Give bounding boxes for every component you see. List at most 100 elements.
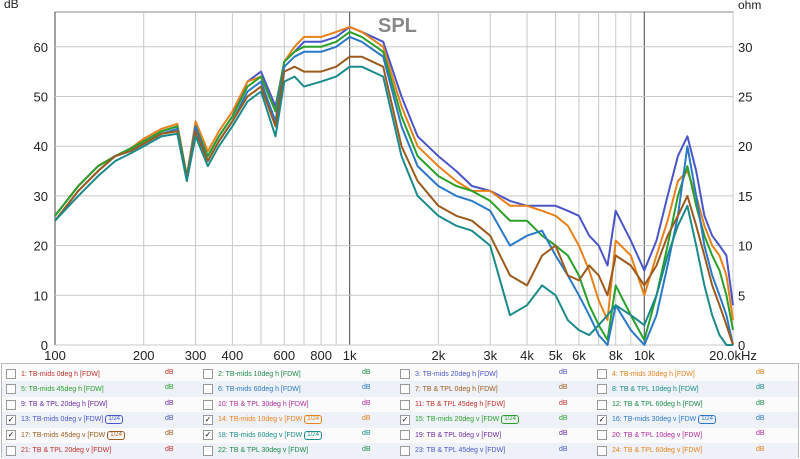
smoothing-badge[interactable]: 1/24 [501,415,519,425]
legend-item[interactable]: 2: TB-mids 10deg h [FDW] [203,366,301,382]
smoothing-badge[interactable]: 1/24 [304,430,322,440]
legend-label: 5: TB-mids 45deg h [FDW] [21,385,104,393]
legend-checkbox[interactable] [203,445,213,456]
y-axis-label: dB [4,0,19,11]
legend-checkbox[interactable]: ✓ [597,414,607,425]
legend-checkbox[interactable] [400,384,410,395]
legend-checkbox[interactable] [597,399,607,410]
legend-checkbox[interactable] [597,384,607,395]
legend-unit: dB [165,430,174,438]
legend-unit: dB [362,399,371,407]
legend-unit: dB [559,430,568,438]
legend-checkbox[interactable]: ✓ [203,414,213,425]
legend-checkbox[interactable] [597,445,607,456]
legend-item[interactable]: 24: TB & TPL 60deg v [FDW] [597,443,702,459]
y2-tick-label: 5 [738,288,745,303]
legend-unit: dB [756,369,765,376]
legend-label: 24: TB & TPL 60deg v [FDW] [612,447,703,454]
legend-checkbox[interactable] [203,399,213,410]
legend-unit: dB [559,445,568,453]
legend-checkbox[interactable] [6,399,16,410]
legend-checkbox[interactable] [6,369,16,379]
legend-unit: dB [362,384,371,392]
legend-item[interactable]: 4: TB-mids 30deg h [FDW] [597,366,695,382]
legend-checkbox[interactable]: ✓ [203,430,213,441]
legend-item[interactable]: 21: TB & TPL 20deg v [FDW] [6,443,111,459]
x-tick-label: 3k [483,348,497,362]
legend-label: 6: TB-mids 60deg h [FDW] [218,385,301,393]
legend-item[interactable]: 11: TB & TPL 45deg h [FDW] [400,397,505,413]
legend-unit: dB [756,414,765,422]
legend-item[interactable]: ✓ 15: TB-mids 20deg v [FDW 1/24 [400,412,519,428]
legend-row: 1: TB-mids 0deg h [FDW] dB 2: TB-mids 10de… [2,366,798,382]
legend-label: 10: TB & TPL 30deg h [FDW] [218,401,309,409]
y2-tick-label: 20 [738,139,752,154]
series-lines [54,25,734,346]
legend-item[interactable]: 22: TB & TPL 30deg v [FDW] [203,443,308,459]
smoothing-badge[interactable]: 1/24 [304,415,322,425]
y2-tick-label: 30 [738,40,752,55]
legend-checkbox[interactable]: ✓ [6,430,16,441]
legend-item[interactable]: 1: TB-mids 0deg h [FDW] [6,366,100,382]
legend-item[interactable]: 12: TB & TPL 60deg h [FDW] [597,397,703,413]
legend-item[interactable]: 10: TB & TPL 30deg h [FDW] [203,397,309,413]
legend-label: 8: TB & TPL 10deg h [FDW] [612,385,699,393]
legend-checkbox[interactable] [400,430,410,441]
legend-item[interactable]: 9: TB & TPL 20deg h [FDW] [6,397,108,413]
legend-item[interactable]: 19: TB & TPL 0deg v [FDW] [400,427,501,443]
legend-checkbox[interactable]: ✓ [6,414,16,425]
legend-checkbox[interactable] [203,369,213,379]
legend-row: 5: TB-mids 45deg h [FDW] dB 6: TB-mids 60d… [2,381,798,398]
legend-row: 21: TB & TPL 20deg v [FDW] dB 22: TB & TPL… [2,442,798,459]
legend-checkbox[interactable]: ✓ [400,414,410,425]
x-axis-ticks: 100 200 300 400 600 800 1k 2k 3k 4k 5k 6k 8k 10k 20.0k… [44,348,757,362]
x-tick-label: 2k [431,348,445,362]
legend-item[interactable]: 6: TB-mids 60deg h [FDW] [203,381,301,397]
legend-checkbox[interactable] [400,399,410,410]
legend-panel: 1: TB-mids 0deg h [FDW] dB 2: TB-mids 10de… [1,363,799,459]
legend-item[interactable]: ✓ 14: TB-mids 10deg v [FDW 1/24 [203,412,322,428]
smoothing-badge[interactable]: 1/24 [105,415,124,425]
legend-unit: dB [165,369,174,376]
legend-label: 17: TB-mids 45deg v [FDW [21,431,106,439]
legend-item[interactable]: 8: TB & TPL 10deg h [FDW] [597,381,699,397]
legend-item[interactable]: 23: TB & TPL 45deg v [FDW] [400,443,505,459]
x-tick-label: 300 [185,348,207,362]
legend-item[interactable]: ✓ 17: TB-mids 45deg v [FDW 1/24 [6,427,125,443]
legend-checkbox[interactable] [597,369,607,379]
legend-unit: dB [756,384,765,392]
y2-tick-label: 0 [738,338,745,353]
legend-item[interactable]: ✓ 13: TB-mids 0deg v [FDW] 1/24 [6,412,124,428]
legend-label: 4: TB-mids 30deg h [FDW] [612,370,695,378]
legend-label: 2: TB-mids 10deg h [FDW] [218,370,301,378]
legend-item[interactable]: 7: TB & TPL 0deg h [FDW] [400,381,498,397]
legend-label: 12: TB & TPL 60deg h [FDW] [612,401,703,409]
legend-item[interactable]: 5: TB-mids 45deg h [FDW] [6,381,104,397]
legend-checkbox[interactable] [203,384,213,395]
legend-unit: dB [165,445,174,453]
y-tick-label: 20 [34,239,48,254]
legend-checkbox[interactable] [6,384,16,395]
legend-checkbox[interactable] [400,369,410,379]
x-tick-label: 5k [549,348,563,362]
x-tick-label: 200 [133,348,155,362]
legend-item[interactable]: 20: TB & TPL 10deg v [FDW] [597,427,702,443]
legend-item[interactable]: ✓ 16: TB-mids 30deg v [FDW 1/24 [597,412,716,428]
legend-unit: dB [559,414,568,422]
legend-label: 13: TB-mids 0deg v [FDW] [21,416,104,424]
legend-label: 16: TB-mids 30deg v [FDW [612,416,697,424]
legend-checkbox[interactable] [597,430,607,441]
smoothing-badge[interactable]: 1/24 [107,430,125,440]
smoothing-badge[interactable]: 1/24 [698,415,716,425]
legend-item[interactable]: ✓ 18: TB-mids 60deg v [FDW 1/24 [203,427,322,443]
legend-label: 9: TB & TPL 20deg h [FDW] [21,401,108,409]
legend-label: 1: TB-mids 0deg h [FDW] [21,370,100,378]
legend-unit: dB [165,399,174,407]
x-tick-label: 100 [44,348,66,362]
legend-unit: dB [165,384,174,392]
legend-checkbox[interactable] [6,445,16,456]
legend-checkbox[interactable] [400,445,410,456]
legend-label: 7: TB & TPL 0deg h [FDW] [415,385,498,393]
legend-item[interactable]: 3: TB-mids 20deg h [FDW] [400,366,498,382]
plot-area [54,11,734,346]
